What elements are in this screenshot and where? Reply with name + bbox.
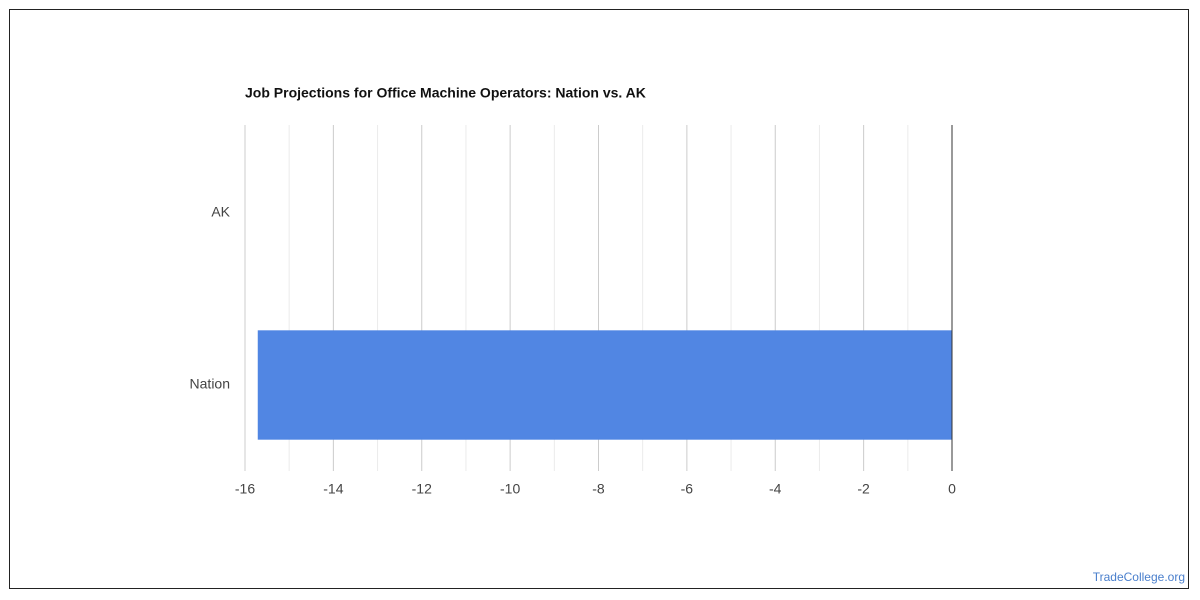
x-tick-label: -12 <box>412 481 432 497</box>
source-link[interactable]: TradeCollege.org <box>1093 570 1185 584</box>
x-tick-label: -2 <box>857 481 870 497</box>
x-tick-label: -4 <box>769 481 782 497</box>
x-tick-label: -14 <box>323 481 343 497</box>
source-text[interactable]: TradeCollege.org <box>1093 570 1185 584</box>
labels: -16 -14 -12 -10 -8 -6 -4 -2 0 AK Nation <box>190 204 957 497</box>
x-tick-label: -8 <box>592 481 605 497</box>
chart-title: Job Projections for Office Machine Opera… <box>245 85 646 101</box>
bar <box>257 330 953 440</box>
y-tick-label: AK <box>211 204 230 220</box>
x-tick-label: -16 <box>235 481 255 497</box>
x-tick-label: -6 <box>681 481 694 497</box>
x-tick-label: 0 <box>948 481 956 497</box>
x-tick-label: -10 <box>500 481 520 497</box>
y-tick-label: Nation <box>190 376 230 392</box>
marks <box>257 125 953 471</box>
